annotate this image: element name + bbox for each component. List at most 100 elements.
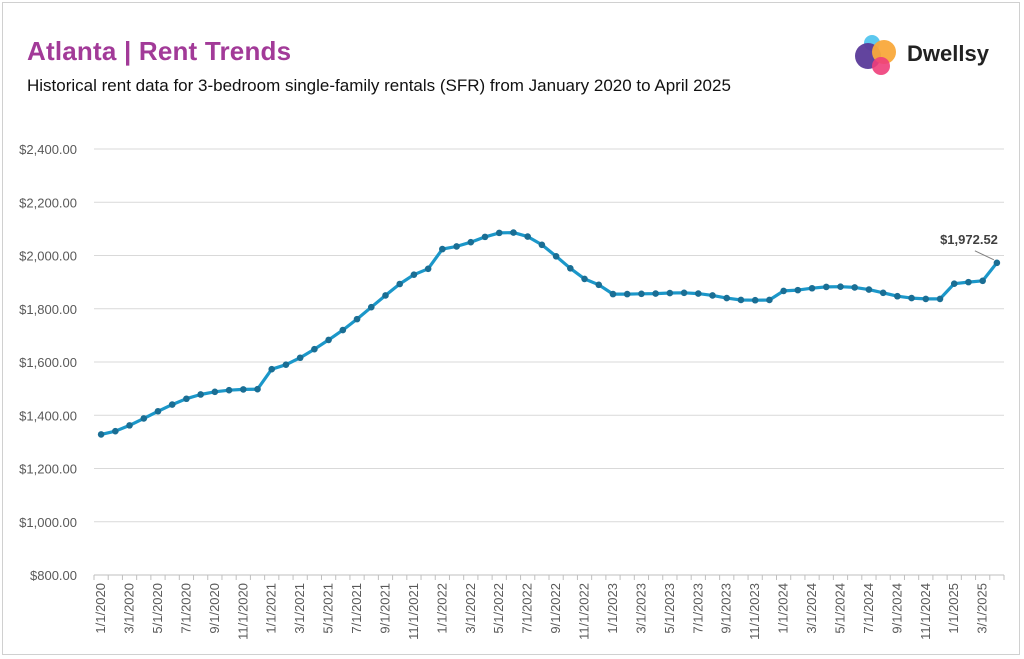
data-point [396, 280, 404, 288]
data-point [936, 295, 944, 303]
x-tick-label: 3/1/2025 [975, 583, 990, 634]
x-tick-label: 7/1/2024 [861, 583, 876, 634]
data-point [780, 287, 787, 295]
x-tick-label: 5/1/2023 [662, 583, 677, 634]
x-tick-label: 9/1/2021 [377, 583, 392, 634]
data-point [837, 283, 844, 290]
y-tick-label: $1,200.00 [19, 462, 77, 477]
data-point [197, 391, 204, 398]
data-point [879, 289, 887, 297]
brand-name: Dwellsy [907, 41, 989, 66]
x-tick-label: 1/1/2021 [264, 583, 279, 634]
data-point [567, 264, 574, 272]
data-point [652, 290, 659, 297]
series-line [99, 231, 999, 436]
data-point [183, 395, 190, 403]
data-point [112, 427, 119, 435]
data-point [723, 294, 731, 302]
x-tick-label: 3/1/2024 [804, 583, 819, 634]
chart-subtitle: Historical rent data for 3-bedroom singl… [27, 76, 731, 95]
data-point [694, 290, 702, 297]
data-point [908, 294, 915, 302]
x-tick-label: 3/1/2021 [292, 583, 307, 634]
data-point [766, 296, 773, 304]
data-point [794, 286, 802, 294]
data-point [268, 365, 276, 373]
y-tick-label: $800.00 [30, 568, 77, 583]
x-tick-label: 7/1/2023 [690, 583, 705, 634]
x-tick-label: 1/1/2023 [605, 583, 620, 634]
x-tick-label: 1/1/2024 [776, 583, 791, 634]
data-point [239, 386, 247, 393]
data-point [410, 271, 418, 278]
data-point [367, 303, 375, 311]
brand-logo: Dwellsy [852, 30, 1002, 80]
data-point [680, 289, 688, 297]
x-tick-label: 9/1/2023 [719, 583, 734, 634]
x-tick-label: 11/1/2020 [235, 583, 250, 640]
x-tick-label: 1/1/2022 [434, 583, 449, 634]
data-point [751, 296, 759, 304]
data-point [296, 354, 304, 362]
x-tick-label: 11/1/2023 [747, 583, 762, 640]
x-axis: 1/1/2020 3/1/2020 5/1/2020 7/1/2020 9/1/2020… [93, 574, 1005, 640]
data-point [709, 292, 716, 299]
data-point [168, 401, 176, 408]
data-point [851, 284, 859, 291]
data-point [282, 361, 290, 368]
data-point [950, 280, 958, 288]
x-tick-label: 3/1/2022 [463, 583, 478, 634]
data-point [154, 407, 162, 415]
y-tick-label: $2,000.00 [19, 249, 77, 264]
dwellsy-logo-icon [855, 35, 896, 75]
data-point [97, 431, 105, 438]
y-tick-label: $2,200.00 [19, 195, 77, 210]
y-gridlines [94, 148, 1004, 523]
x-tick-label: 3/1/2023 [633, 583, 648, 634]
x-tick-label: 5/1/2024 [832, 583, 847, 634]
data-point [495, 229, 503, 237]
y-axis-ticks: $800.00 $1,000.00 $1,200.00 $1,400.00 $1,600… [19, 142, 77, 583]
annotations: $1,972.52 [940, 232, 998, 261]
x-tick-label: 1/1/2025 [946, 583, 961, 634]
data-point [424, 265, 432, 273]
data-point [623, 290, 631, 298]
data-point [822, 283, 830, 291]
data-point [538, 241, 546, 249]
x-tick-label: 9/1/2020 [207, 583, 222, 634]
data-point [467, 238, 475, 246]
x-tick-label: 11/1/2021 [406, 583, 421, 640]
data-point [225, 386, 233, 394]
data-point [595, 281, 603, 289]
data-point [965, 278, 972, 286]
data-point [439, 245, 446, 253]
series-rent [97, 229, 1001, 438]
y-tick-label: $1,400.00 [19, 408, 77, 423]
data-point [922, 295, 930, 303]
y-tick-label: $1,800.00 [19, 302, 77, 317]
data-point [126, 422, 133, 429]
y-tick-label: $1,000.00 [19, 515, 77, 530]
data-point [453, 243, 460, 250]
data-point [311, 345, 318, 353]
data-point [254, 385, 261, 393]
data-point [581, 275, 588, 283]
chart-title: Atlanta | Rent Trends [27, 36, 292, 66]
y-tick-label: $1,600.00 [19, 355, 77, 370]
data-point [140, 415, 148, 422]
annotation-leader [974, 250, 995, 261]
x-tick-label: 1/1/2020 [93, 583, 108, 634]
data-point [325, 336, 332, 344]
x-tick-label: 9/1/2024 [889, 583, 904, 634]
data-point [353, 315, 361, 323]
x-tick-label: 11/1/2022 [577, 583, 592, 640]
data-point [524, 233, 531, 240]
x-tick-label: 11/1/2024 [918, 583, 933, 640]
data-point [211, 388, 219, 396]
x-tick-label: 9/1/2022 [548, 583, 563, 634]
data-point [339, 326, 347, 334]
x-tick-label: 7/1/2022 [520, 583, 535, 634]
data-point [808, 284, 816, 292]
data-point [979, 277, 986, 285]
